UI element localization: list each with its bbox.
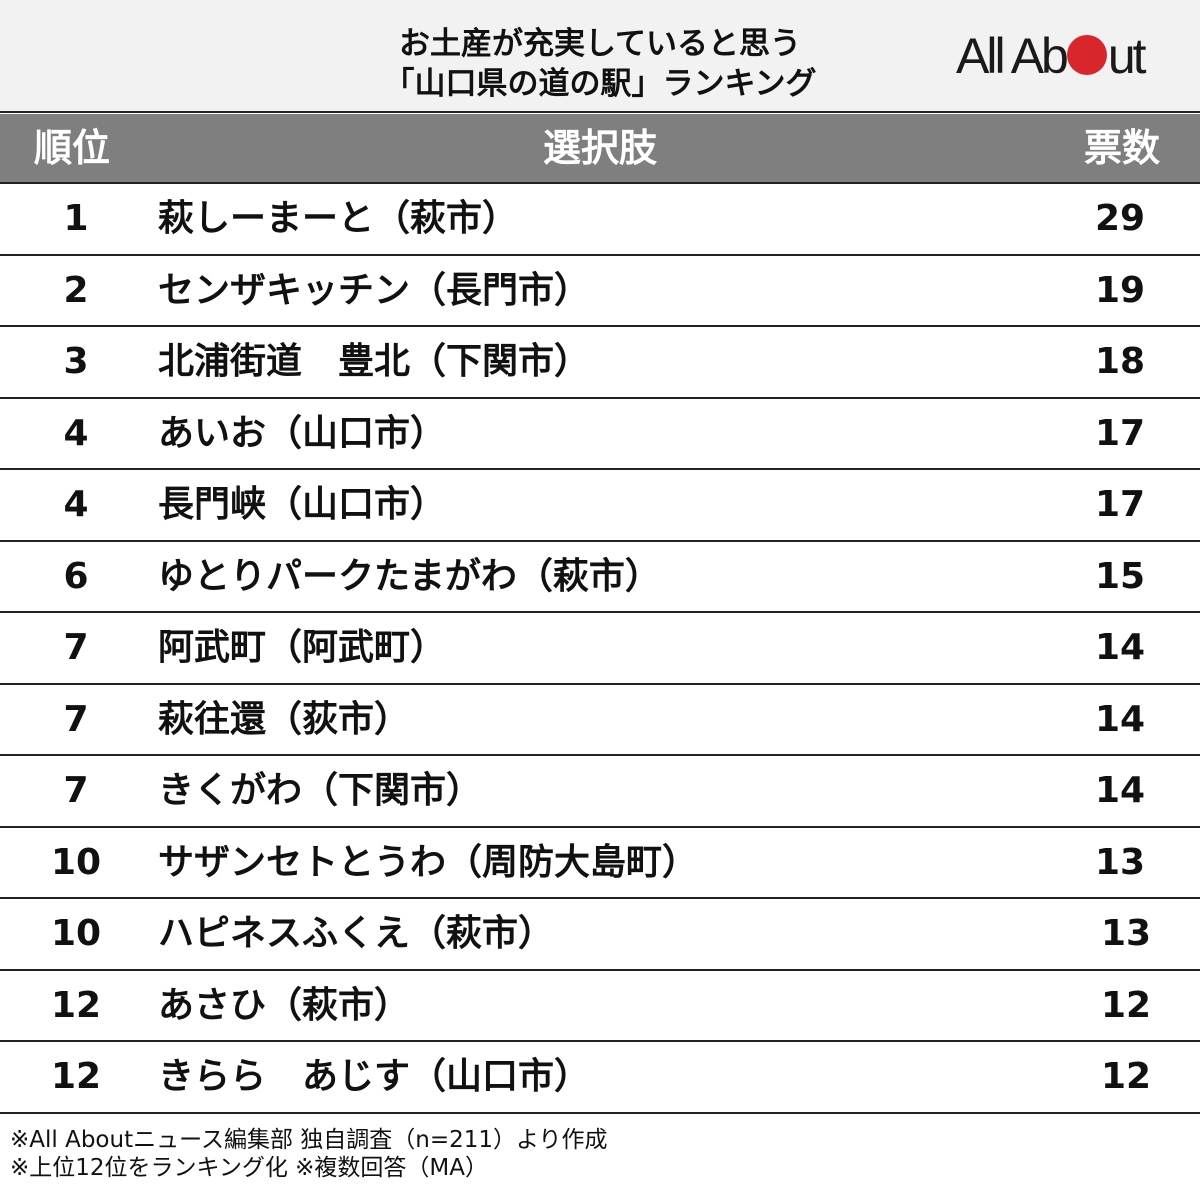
votes-cell: 14 xyxy=(1094,698,1146,740)
name-cell: ハピネスふくえ（萩市） xyxy=(158,913,555,954)
rank-cell: 12 xyxy=(50,1056,102,1097)
table-row: 1 萩しーまーと（萩市） 29 xyxy=(0,184,1200,256)
rank-cell: 4 xyxy=(63,412,89,454)
table-row: 7 萩往還（荻市） 14 xyxy=(0,685,1200,756)
votes-cell: 13 xyxy=(1094,841,1146,883)
logo-text-left: All Ab xyxy=(956,28,1069,84)
name-cell: きらら あじす（山口市） xyxy=(158,1056,591,1097)
allabout-logo: All Ab ut xyxy=(956,28,1147,84)
title-line-2: 「山口県の道の駅」ランキング xyxy=(383,66,817,102)
name-cell: 阿武町（阿武町） xyxy=(158,627,447,668)
name-cell: 萩しーまーと（萩市） xyxy=(158,198,519,239)
votes-cell: 12 xyxy=(1100,1056,1152,1097)
rank-cell: 3 xyxy=(63,341,89,382)
logo-text-right: ut xyxy=(1107,28,1147,84)
table-row: 10 サザンセトとうわ（周防大島町） 13 xyxy=(0,828,1200,899)
rank-cell: 10 xyxy=(50,913,102,954)
column-header-choice: 選択肢 xyxy=(542,126,657,170)
name-cell: あさひ（萩市） xyxy=(158,984,411,1026)
column-header-rank: 順位 xyxy=(34,126,111,170)
table-row: 12 あさひ（萩市） 12 xyxy=(0,971,1200,1042)
rank-cell: 7 xyxy=(63,698,89,740)
logo-red-dot-icon xyxy=(1066,35,1107,75)
title-bar: お土産が充実していると思う 「山口県の道の駅」ランキング All Ab ut xyxy=(0,0,1200,113)
rank-cell: 2 xyxy=(63,269,89,311)
votes-cell: 17 xyxy=(1094,484,1146,525)
rank-cell: 7 xyxy=(63,627,89,668)
name-cell: 萩往還（荻市） xyxy=(158,698,411,740)
votes-cell: 29 xyxy=(1094,198,1146,239)
name-cell: センザキッチン（長門市） xyxy=(158,269,591,311)
table-row: 3 北浦街道 豊北（下関市） 18 xyxy=(0,327,1200,399)
table-row: 10 ハピネスふくえ（萩市） 13 xyxy=(0,899,1200,971)
table-row: 4 あいお（山口市） 17 xyxy=(0,399,1200,470)
chart-title: お土産が充実していると思う 「山口県の道の駅」ランキング xyxy=(0,24,1200,104)
votes-cell: 13 xyxy=(1100,913,1152,954)
votes-cell: 17 xyxy=(1094,412,1146,454)
table-row: 6 ゆとりパークたまがわ（萩市） 15 xyxy=(0,542,1200,613)
name-cell: ゆとりパークたまがわ（萩市） xyxy=(158,555,661,597)
rank-cell: 12 xyxy=(50,984,102,1026)
name-cell: 長門峡（山口市） xyxy=(158,484,447,525)
footnote-source: ※All Aboutニュース編集部 独自調査（n=211）より作成 xyxy=(10,1127,608,1153)
rank-cell: 1 xyxy=(63,198,89,239)
votes-cell: 15 xyxy=(1094,555,1146,597)
table-row: 7 阿武町（阿武町） 14 xyxy=(0,613,1200,685)
rank-cell: 6 xyxy=(63,555,89,597)
table-row: 4 長門峡（山口市） 17 xyxy=(0,470,1200,542)
table-row: 7 きくがわ（下関市） 14 xyxy=(0,756,1200,828)
table-header: 選択肢 順位 票数 xyxy=(0,114,1200,184)
ranking-table: 選択肢 順位 票数 1 萩しーまーと（萩市） 29 2 センザキッチン（長門市）… xyxy=(0,114,1200,1114)
votes-cell: 19 xyxy=(1094,269,1146,311)
table-row: 12 きらら あじす（山口市） 12 xyxy=(0,1042,1200,1114)
title-line-1: お土産が充実していると思う xyxy=(398,26,802,62)
name-cell: きくがわ（下関市） xyxy=(158,770,483,811)
rank-cell: 7 xyxy=(63,770,89,811)
table-row: 2 センザキッチン（長門市） 19 xyxy=(0,256,1200,327)
votes-cell: 14 xyxy=(1094,627,1146,668)
name-cell: 北浦街道 豊北（下関市） xyxy=(158,341,591,382)
rank-cell: 10 xyxy=(50,841,102,883)
footnotes: ※All Aboutニュース編集部 独自調査（n=211）より作成 ※上位12位… xyxy=(10,1126,608,1182)
footnote-method: ※上位12位をランキング化 ※複数回答（MA） xyxy=(10,1155,489,1181)
votes-cell: 12 xyxy=(1100,984,1152,1026)
votes-cell: 14 xyxy=(1094,770,1146,811)
votes-cell: 18 xyxy=(1094,341,1146,382)
name-cell: サザンセトとうわ（周防大島町） xyxy=(158,841,699,883)
rank-cell: 4 xyxy=(63,484,89,525)
column-header-votes: 票数 xyxy=(1084,126,1161,170)
name-cell: あいお（山口市） xyxy=(158,412,447,454)
